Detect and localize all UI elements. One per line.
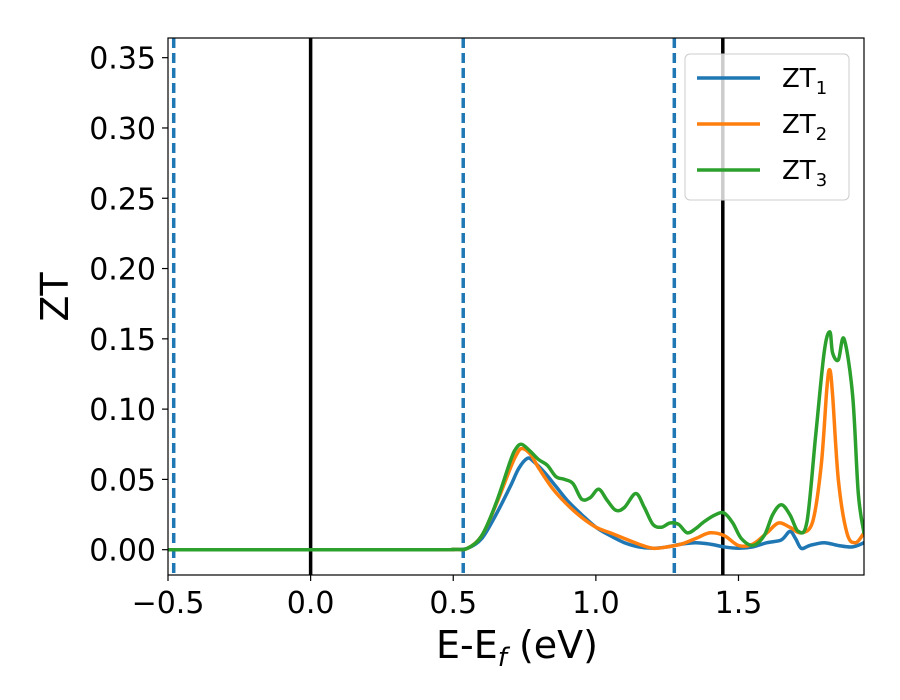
- x-tick-label: 1.5: [715, 586, 763, 621]
- x-tick-label: 0.0: [287, 586, 335, 621]
- legend-label-3: ZT3: [782, 156, 827, 191]
- series-line-2: [168, 367, 864, 552]
- y-tick-label: 0.20: [89, 253, 156, 288]
- y-axis-label: ZT: [33, 272, 77, 322]
- y-axis-ticks: 0.00 0.05 0.10 0.15 0.20 0.25 0.30 0.35: [89, 42, 168, 569]
- series-lines: [168, 330, 864, 552]
- legend-box: [684, 53, 850, 201]
- y-tick-label: 0.10: [89, 393, 156, 428]
- series-line-3: [168, 330, 864, 552]
- x-tick-label: 1.0: [572, 586, 620, 621]
- x-tick-label: 0.5: [429, 586, 477, 621]
- y-tick-label: 0.35: [89, 42, 156, 77]
- y-tick-label: 0.25: [89, 182, 156, 217]
- vertical-lines: [171, 38, 725, 575]
- x-axis-label: E-Ef (eV): [436, 623, 598, 673]
- x-tick-label: −0.5: [132, 586, 205, 621]
- plot-frame: [167, 37, 865, 576]
- y-tick-label: 0.15: [89, 323, 156, 358]
- legend: ZT1 ZT2 ZT3: [684, 53, 850, 201]
- x-axis-label-main: E-E: [436, 623, 498, 667]
- legend-label-2: ZT2: [782, 110, 827, 145]
- series-line-1: [168, 456, 864, 552]
- y-tick-label: 0.30: [89, 112, 156, 147]
- y-tick-label: 0.00: [89, 534, 156, 569]
- legend-label-1: ZT1: [782, 64, 827, 99]
- y-tick-label: 0.05: [89, 463, 156, 498]
- x-axis-label-suffix: (eV): [507, 623, 598, 667]
- x-axis-ticks: −0.5 0.0 0.5 1.0 1.5: [132, 575, 763, 621]
